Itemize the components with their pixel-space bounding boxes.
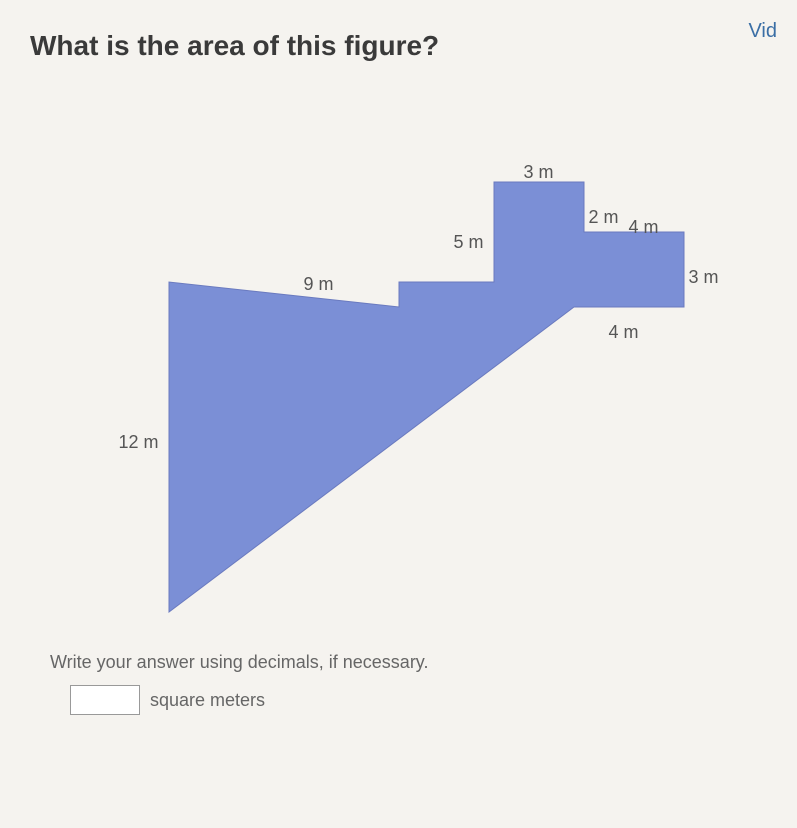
figure-container: 3 m 2 m 4 m 3 m 4 m 5 m 9 m 12 m [49, 82, 749, 642]
dim-label-far-right-3m: 3 m [689, 267, 719, 288]
answer-row: square meters [70, 685, 767, 715]
video-link[interactable]: Vid [748, 20, 777, 43]
dim-label-right-4m-top: 4 m [629, 217, 659, 238]
instruction-text: Write your answer using decimals, if nec… [50, 652, 767, 673]
answer-input[interactable] [70, 685, 140, 715]
answer-unit-label: square meters [150, 690, 265, 711]
figure-svg [49, 82, 749, 642]
dim-label-left-5m: 5 m [454, 232, 484, 253]
dim-label-mid-9m: 9 m [304, 274, 334, 295]
question-text: What is the area of this figure? [30, 30, 767, 62]
problem-page: Vid What is the area of this figure? 3 m… [0, 0, 797, 828]
dim-label-bottom-4m: 4 m [609, 322, 639, 343]
dim-label-left-12m: 12 m [119, 432, 159, 453]
dim-label-top-3m: 3 m [524, 162, 554, 183]
dim-label-right-2m: 2 m [589, 207, 619, 228]
